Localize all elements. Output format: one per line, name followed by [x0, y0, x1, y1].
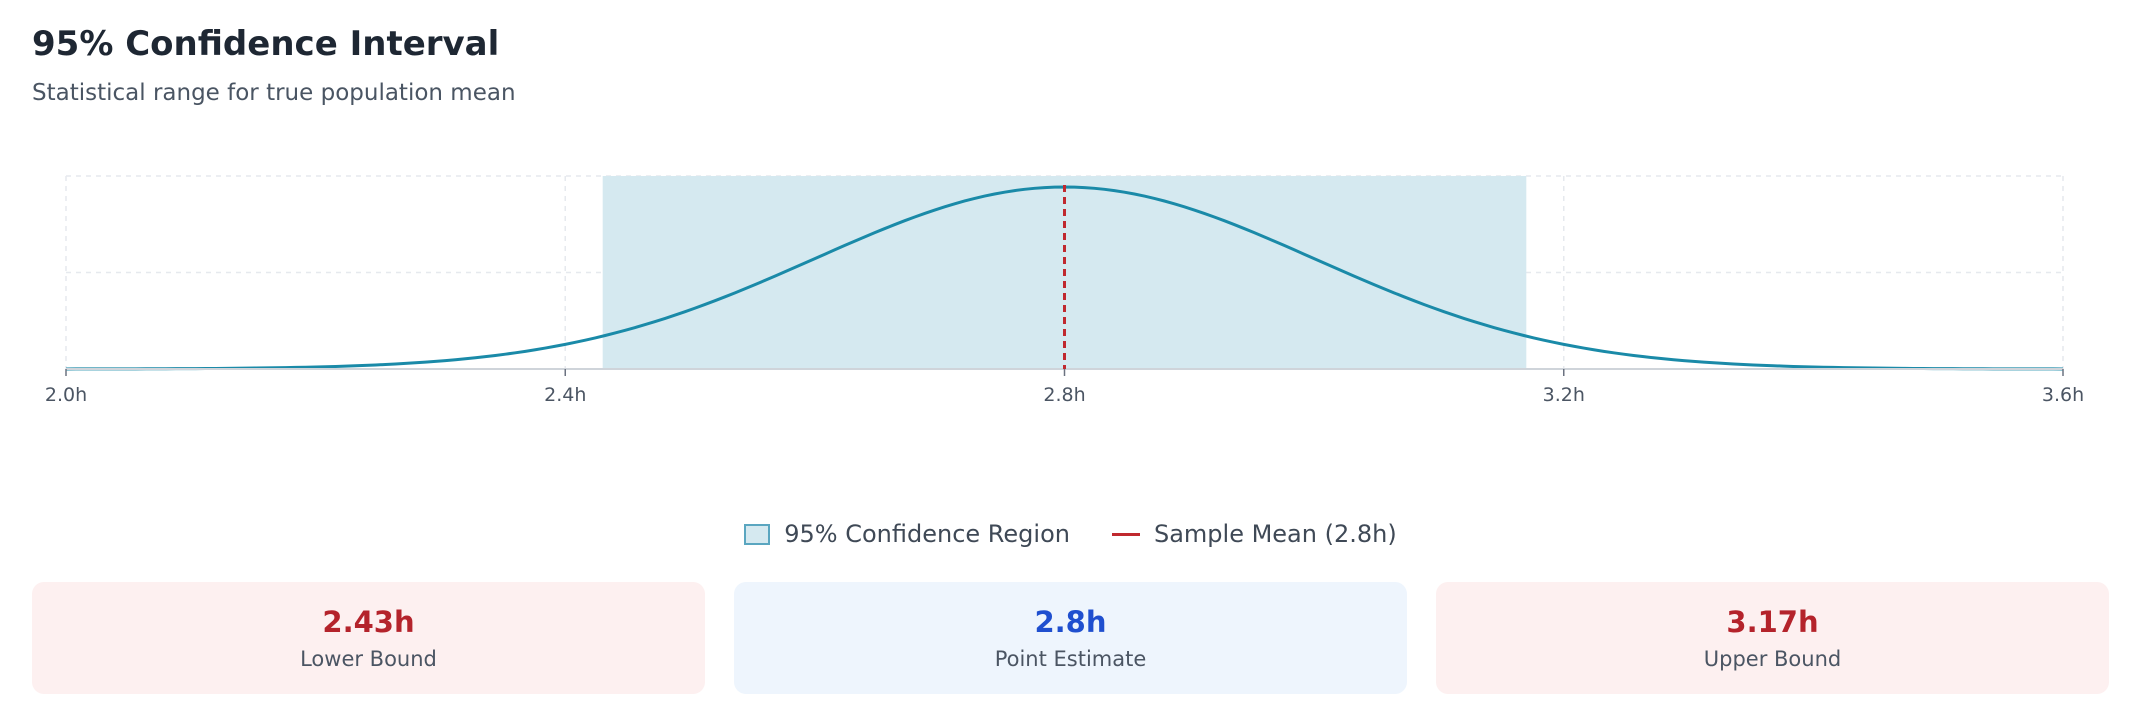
- upper-bound-card: 3.17h Upper Bound: [1436, 582, 2109, 694]
- upper-bound-label: Upper Bound: [1703, 647, 1842, 671]
- region-swatch-icon: [744, 523, 771, 545]
- x-axis-ticks: 2.0h 2.4h 2.8h 3.2h 3.6h: [45, 369, 2084, 406]
- point-estimate-label: Point Estimate: [994, 647, 1147, 671]
- legend: 95% Confidence Region Sample Mean (2.8h): [0, 520, 2141, 548]
- summary-cards: 2.43h Lower Bound 2.8h Point Estimate 3.…: [32, 582, 2109, 694]
- x-tick-label: 2.8h: [1043, 384, 1085, 406]
- upper-bound-value: 3.17h: [1726, 605, 1819, 639]
- legend-mean-label: Sample Mean (2.8h): [1153, 520, 1397, 548]
- confidence-interval-chart: 2.0h 2.4h 2.8h 3.2h 3.6h: [45, 175, 2084, 406]
- lower-bound-value: 2.43h: [322, 605, 415, 639]
- lower-bound-card: 2.43h Lower Bound: [32, 582, 705, 694]
- x-tick-label: 2.4h: [544, 384, 586, 406]
- legend-region-label: 95% Confidence Region: [784, 520, 1070, 548]
- legend-item-region: 95% Confidence Region: [744, 520, 1070, 548]
- chart-subtitle: Statistical range for true population me…: [32, 80, 516, 106]
- point-estimate-card: 2.8h Point Estimate: [734, 582, 1407, 694]
- point-estimate-value: 2.8h: [1034, 605, 1107, 639]
- x-tick-label: 3.2h: [1543, 384, 1585, 406]
- mean-line-swatch-icon: [1111, 532, 1140, 536]
- x-tick-label: 3.6h: [2042, 384, 2084, 406]
- x-tick-label: 2.0h: [45, 384, 87, 406]
- lower-bound-label: Lower Bound: [300, 647, 437, 671]
- chart-title: 95% Confidence Interval: [32, 24, 500, 64]
- legend-item-mean: Sample Mean (2.8h): [1111, 520, 1397, 548]
